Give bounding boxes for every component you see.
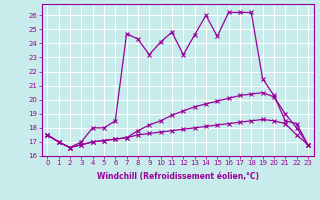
X-axis label: Windchill (Refroidissement éolien,°C): Windchill (Refroidissement éolien,°C) <box>97 172 259 181</box>
